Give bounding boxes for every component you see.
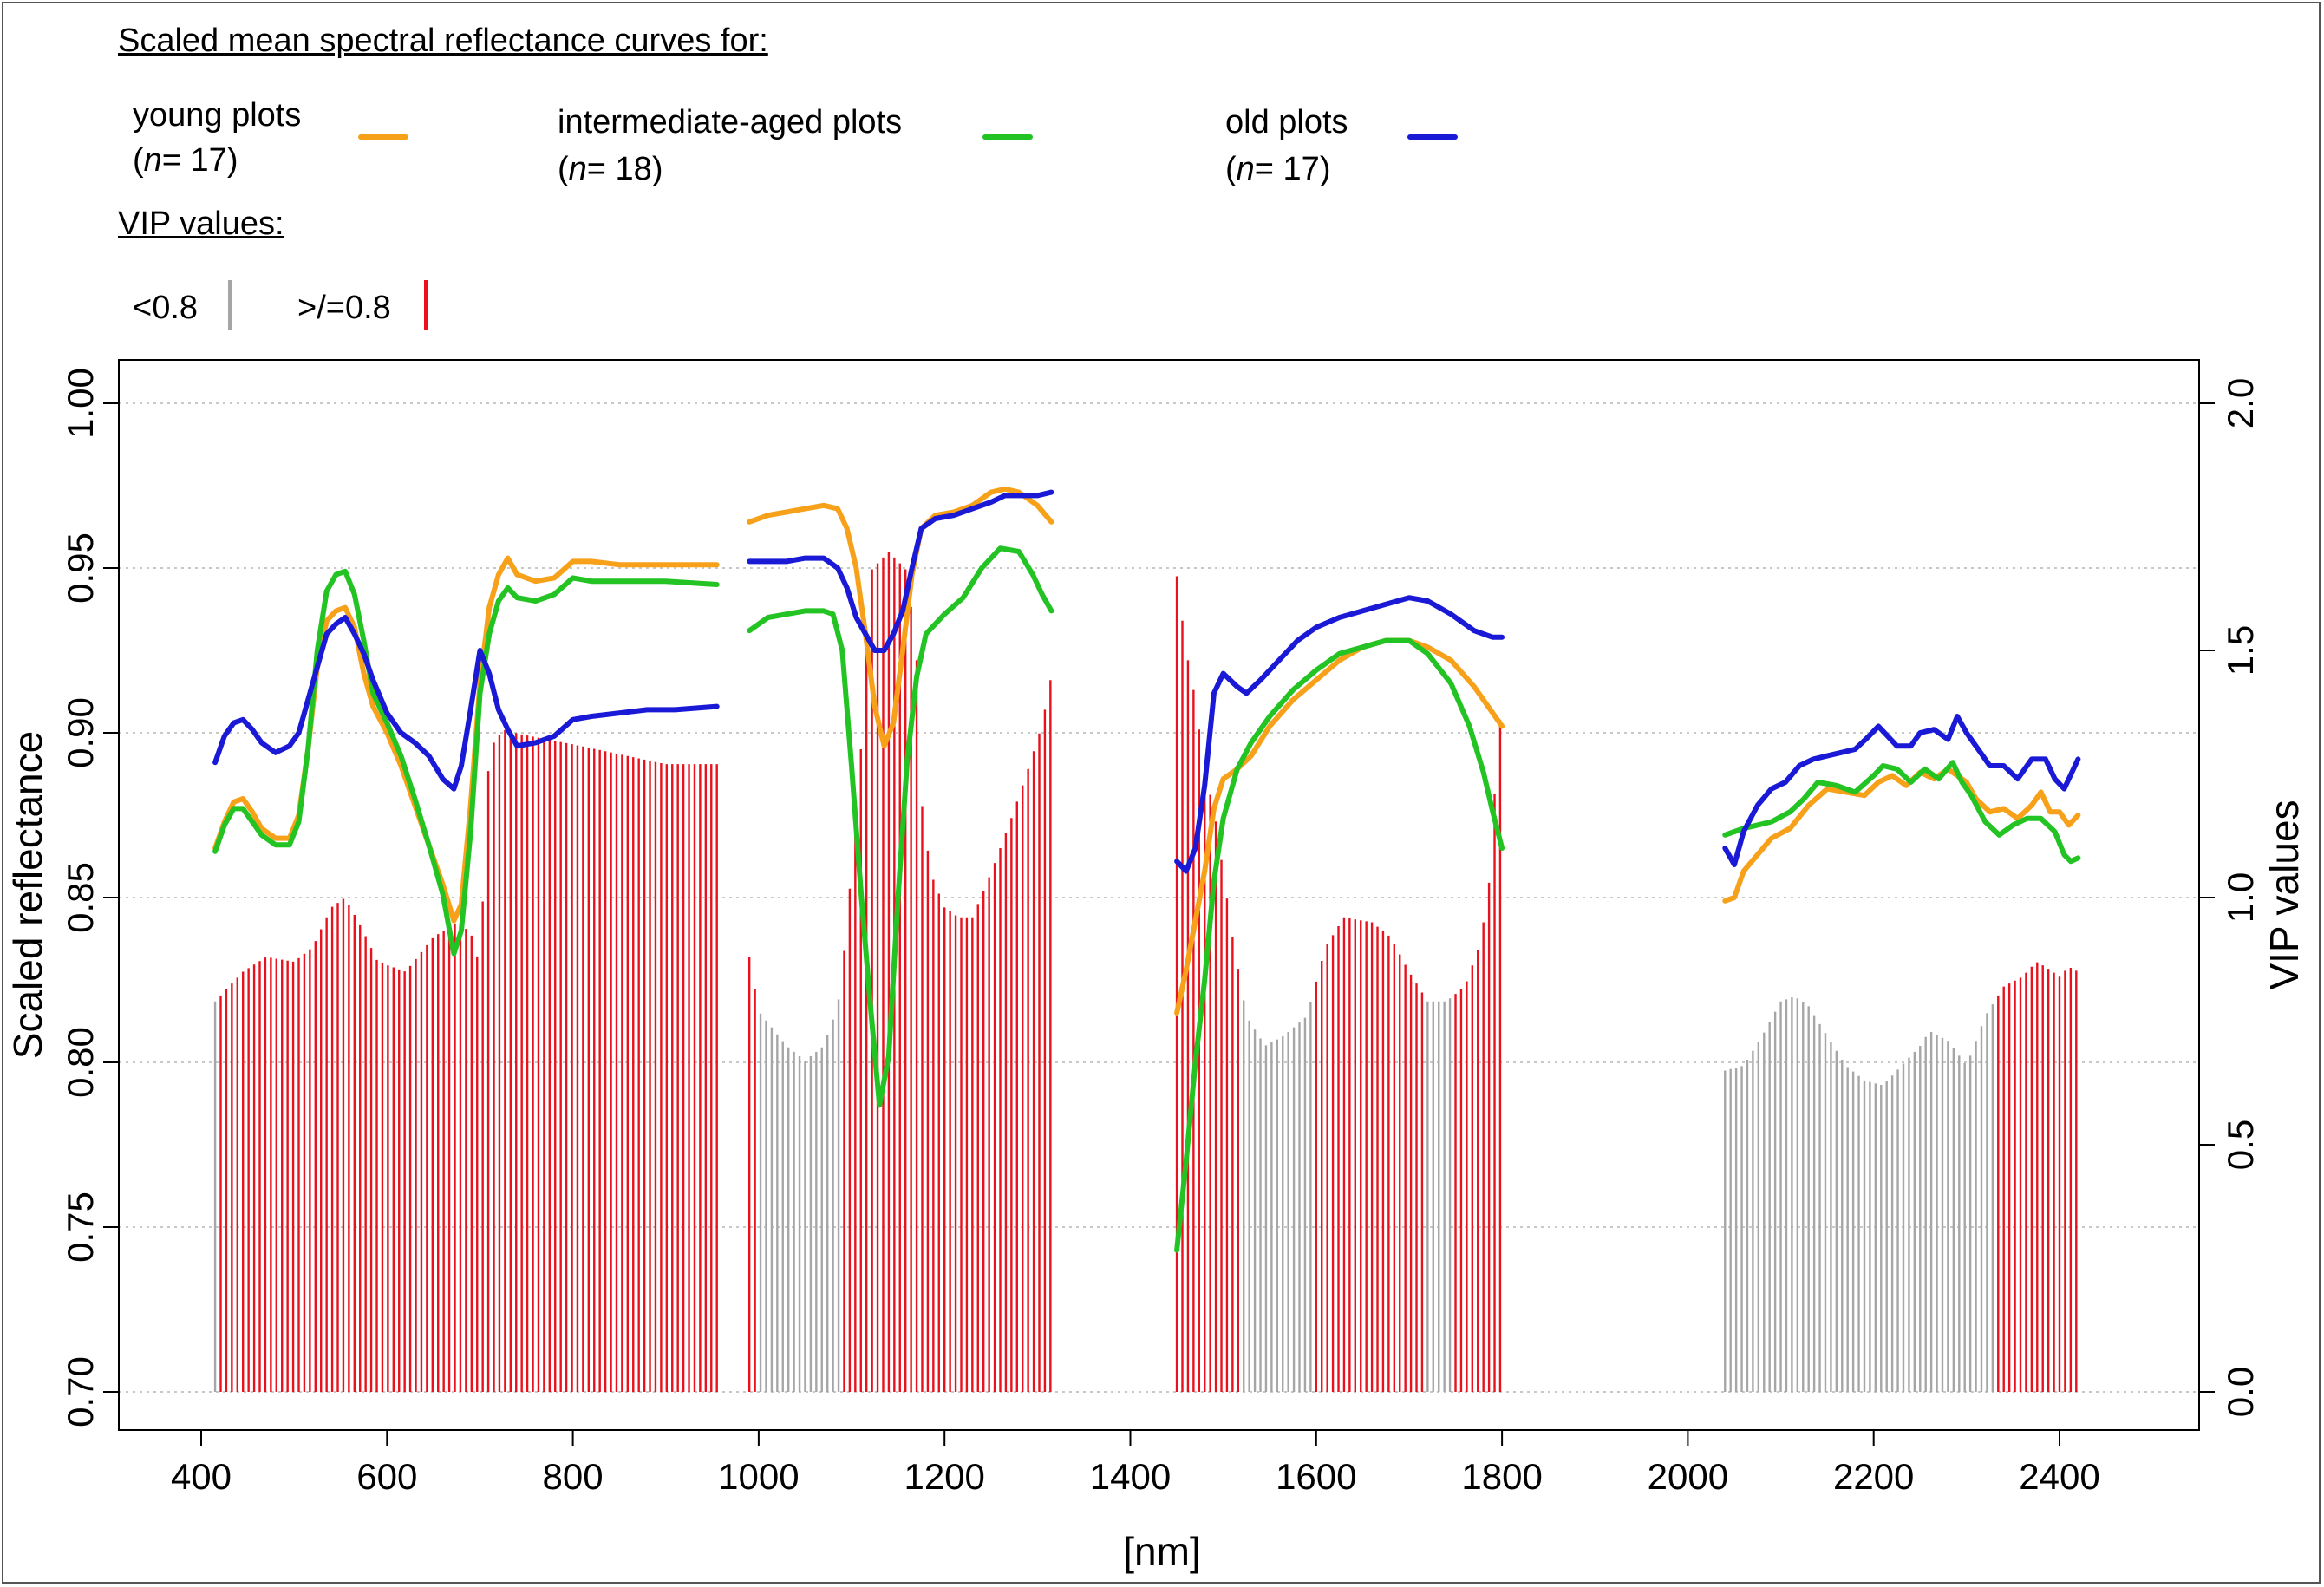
series-line-young-plots [747, 486, 1054, 749]
vip-high-label: >/=0.8 [297, 290, 391, 326]
y-tick-label: 1.00 [60, 368, 101, 439]
series-line-intermediate-aged-plots [747, 545, 1054, 1108]
x-tick-label: 1800 [1461, 1456, 1542, 1497]
y2-tick-label: 2.0 [2220, 378, 2261, 428]
x-tick-label: 600 [356, 1456, 417, 1497]
x-tick-label: 1600 [1276, 1456, 1356, 1497]
y-tick-label: 0.80 [60, 1027, 101, 1098]
y2-tick-label: 0.5 [2220, 1120, 2261, 1170]
vip-low-tick [228, 280, 232, 330]
y2-tick-label: 1.5 [2220, 625, 2261, 676]
x-tick-label: 1400 [1090, 1456, 1171, 1497]
y2-tick-label: 1.0 [2220, 872, 2261, 923]
plot-area [118, 359, 2200, 1431]
legend-old-name: old plots [1225, 104, 1348, 140]
series-line-old-plots [1722, 714, 2081, 867]
legend-intermediate-n: (n= 18) [558, 151, 663, 187]
series-line-old-plots [1174, 595, 1505, 874]
series-line-young-plots [212, 555, 720, 924]
legend-old-n: (n= 17) [1225, 151, 1331, 187]
vip-legend-title: VIP values: [118, 206, 284, 242]
axes: 400 600 800 1000 1200 1400 1600 1800 2000 2200 240… [60, 368, 2261, 1497]
legend-young-line [358, 134, 408, 140]
x-tick-label: 1200 [904, 1456, 984, 1497]
series-lines [212, 486, 2081, 1253]
legend-intermediate-line [982, 134, 1033, 140]
legend-young-name: young plots [133, 97, 302, 134]
y2-axis-label: VIP values [2262, 800, 2307, 989]
series-line-intermediate-aged-plots [212, 568, 720, 957]
y-tick-label: 0.90 [60, 697, 101, 768]
series-line-intermediate-aged-plots [1722, 760, 2081, 865]
series-line-old-plots [212, 615, 720, 792]
x-tick-label: 2000 [1648, 1456, 1728, 1497]
x-tick-label: 2400 [2019, 1456, 2099, 1497]
vip-low-label: <0.8 [133, 290, 199, 326]
vip-bars [213, 552, 2078, 1392]
x-tick-label: 2200 [1833, 1456, 1914, 1497]
y-tick-label: 0.75 [60, 1192, 101, 1263]
x-tick-label: 1000 [718, 1456, 799, 1497]
x-tick-label: 800 [543, 1456, 604, 1497]
x-axis-label: [nm] [1123, 1529, 1200, 1574]
vip-high-tick [424, 280, 428, 330]
y2-tick-label: 0.0 [2220, 1367, 2261, 1417]
series-line-young-plots [1174, 637, 1505, 1016]
x-tick-label: 400 [171, 1456, 232, 1497]
y-axis-label: Scaled reflectance [5, 731, 50, 1059]
legend-young-n: (n= 17) [133, 142, 238, 179]
series-line-old-plots [747, 489, 1054, 653]
legend-old-line [1407, 134, 1458, 140]
series-line-intermediate-aged-plots [1174, 637, 1505, 1253]
series-line-young-plots [1722, 766, 2081, 904]
y-tick-label: 0.95 [60, 532, 101, 604]
legend-title: Scaled mean spectral reflectance curves … [118, 23, 768, 59]
y-tick-label: 0.85 [60, 862, 101, 933]
y-tick-label: 0.70 [60, 1356, 101, 1427]
legend-intermediate-name: intermediate-aged plots [558, 104, 903, 140]
